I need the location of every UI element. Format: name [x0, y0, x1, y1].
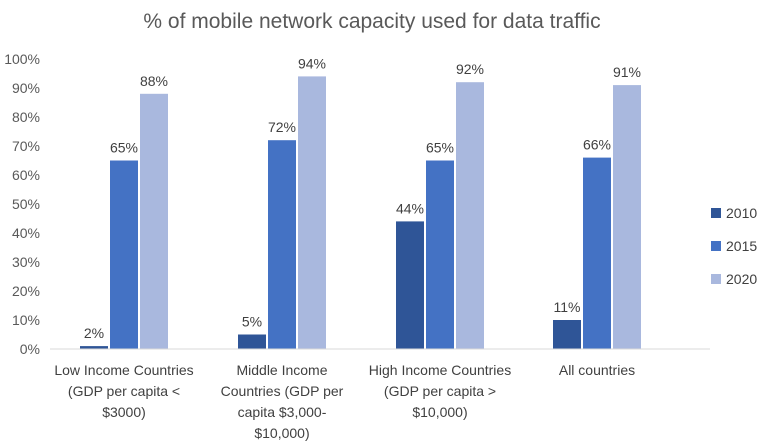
data-label: 65% — [426, 140, 454, 156]
y-tick-label: 60% — [12, 167, 40, 183]
data-label: 92% — [456, 61, 484, 77]
category-label-line: (GDP per capita > — [384, 383, 496, 399]
category-label-line: High Income Countries — [369, 362, 511, 378]
data-label: 72% — [268, 119, 296, 135]
category-label-line: All countries — [559, 362, 635, 378]
category-label: High Income Countries (GDP per capita > $1… — [369, 362, 511, 420]
data-label: 65% — [110, 140, 138, 156]
data-label: 44% — [396, 200, 424, 216]
chart-title: % of mobile network capacity used for da… — [143, 10, 600, 33]
category-label: All countries — [559, 362, 635, 378]
legend: 2010 2015 2020 — [711, 205, 757, 287]
bar-2020-0 — [140, 93, 168, 349]
x-axis: Low Income Countries (GDP per capita < $30… — [50, 348, 710, 441]
y-tick-label: 80% — [12, 109, 40, 125]
legend-label: 2015 — [726, 238, 757, 254]
data-label: 94% — [298, 55, 326, 71]
category-label: Middle Income Countries (GDP per capita $3… — [221, 362, 344, 441]
bar-2015-2 — [426, 160, 454, 349]
category-label-line: Low Income Countries — [54, 362, 193, 378]
legend-swatch-2020 — [711, 274, 721, 284]
bar-2010-3 — [553, 320, 581, 349]
data-label: 2% — [84, 325, 104, 341]
y-tick-label: 90% — [12, 80, 40, 96]
category-label: Low Income Countries (GDP per capita < $30… — [54, 362, 193, 420]
legend-label: 2020 — [726, 271, 757, 287]
category-label-line: (GDP per capita < — [68, 383, 180, 399]
y-tick-label: 100% — [4, 51, 40, 67]
category-label-line: Middle Income — [236, 362, 327, 378]
category-label-line: Countries (GDP per — [221, 383, 344, 399]
data-label: 66% — [583, 137, 611, 153]
legend-swatch-2010 — [711, 208, 721, 218]
legend-label: 2010 — [726, 205, 757, 221]
bar-2020-1 — [298, 76, 326, 350]
bar-2020-3 — [613, 85, 641, 349]
data-label: 91% — [613, 64, 641, 80]
category-label-line: capita $3,000- — [238, 404, 327, 420]
bar-2010-0 — [80, 346, 108, 349]
y-tick-label: 40% — [12, 225, 40, 241]
y-axis: 0% 10% 20% 30% 40% 50% 60% 70% 80% 90% 100% — [4, 51, 40, 357]
bar-2015-1 — [268, 140, 296, 349]
y-tick-label: 50% — [12, 196, 40, 212]
bar-2010-1 — [238, 334, 266, 349]
legend-swatch-2015 — [711, 241, 721, 251]
data-label: 5% — [242, 314, 262, 330]
y-tick-label: 0% — [20, 341, 40, 357]
bar-2020-2 — [456, 82, 484, 349]
y-tick-label: 10% — [12, 312, 40, 328]
category-label-line: $10,000) — [254, 425, 309, 441]
y-tick-label: 20% — [12, 283, 40, 299]
y-tick-label: 30% — [12, 254, 40, 270]
category-label-line: $10,000) — [412, 404, 467, 420]
bar-2015-0 — [110, 160, 138, 349]
data-label: 11% — [554, 299, 581, 315]
bar-2010-2 — [396, 221, 424, 349]
bar-2015-3 — [583, 157, 611, 349]
y-tick-label: 70% — [12, 138, 40, 154]
plot-area: 2% 5% 44% 11% 65% 72% 65% 66% 88% 94% 92% 91% — [80, 55, 641, 350]
category-label-line: $3000) — [102, 404, 146, 420]
data-label: 88% — [140, 73, 168, 89]
